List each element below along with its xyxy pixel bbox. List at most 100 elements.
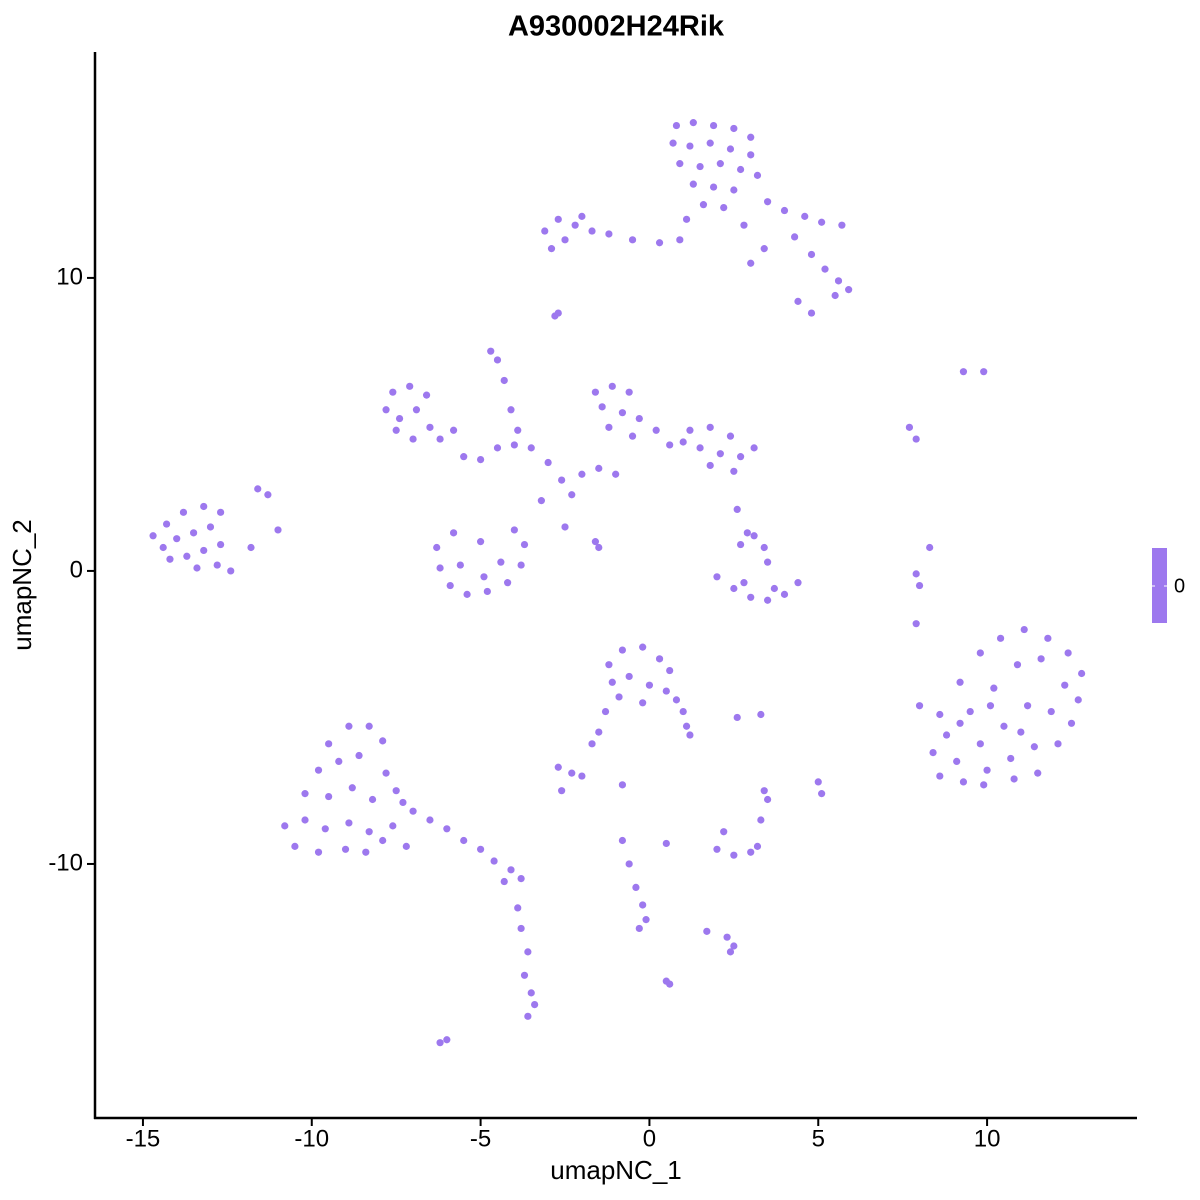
point	[831, 291, 839, 300]
point	[402, 842, 410, 850]
point	[679, 438, 687, 446]
point	[709, 183, 718, 191]
point	[760, 543, 768, 552]
point	[818, 790, 826, 798]
point	[595, 464, 603, 472]
point	[487, 347, 495, 355]
point	[706, 461, 714, 470]
point	[672, 696, 681, 704]
point	[936, 772, 944, 780]
point	[605, 230, 613, 238]
point	[655, 655, 664, 663]
point	[838, 221, 846, 229]
point	[628, 236, 637, 244]
point	[200, 502, 208, 511]
point	[426, 816, 434, 824]
point	[662, 687, 670, 695]
point	[733, 505, 741, 514]
point	[1061, 681, 1069, 689]
point	[720, 828, 728, 836]
point	[409, 807, 417, 815]
point	[490, 857, 498, 865]
point	[591, 388, 600, 396]
point	[389, 388, 397, 396]
point	[345, 722, 353, 730]
legend-label: 0	[1174, 575, 1185, 597]
point	[716, 160, 724, 168]
point	[689, 119, 697, 127]
point	[554, 763, 562, 771]
point	[588, 740, 596, 748]
point	[578, 470, 586, 478]
point	[558, 476, 566, 484]
point	[632, 883, 640, 891]
point	[379, 737, 387, 745]
point	[959, 368, 968, 376]
point	[463, 590, 471, 598]
point	[510, 526, 518, 534]
point	[976, 649, 984, 657]
point	[716, 450, 724, 458]
point	[392, 426, 400, 434]
point	[726, 432, 735, 440]
point	[639, 643, 647, 651]
point	[217, 540, 225, 549]
point	[561, 523, 569, 531]
point	[791, 233, 799, 241]
point	[483, 587, 491, 596]
point	[561, 236, 569, 244]
point	[723, 933, 731, 941]
point	[517, 924, 525, 933]
point	[449, 426, 458, 434]
point	[514, 426, 522, 434]
point	[389, 822, 397, 830]
point	[747, 151, 755, 159]
point	[942, 731, 951, 739]
point	[1030, 743, 1038, 751]
point	[753, 842, 762, 850]
point	[706, 423, 714, 431]
point	[740, 221, 748, 229]
x-tick-label: -5	[470, 1125, 491, 1152]
point	[905, 423, 914, 431]
point	[757, 816, 765, 824]
point	[608, 382, 616, 390]
point	[834, 277, 843, 285]
point	[764, 198, 772, 206]
point	[493, 444, 502, 452]
legend-colorbar	[1152, 548, 1167, 623]
point	[959, 778, 968, 786]
point	[568, 491, 576, 499]
point	[568, 769, 576, 777]
point	[764, 596, 772, 604]
y-axis-title: umapNC_2	[7, 519, 37, 651]
point	[446, 581, 454, 590]
point	[733, 713, 741, 722]
point	[635, 924, 643, 933]
x-tick-label: -10	[294, 1125, 329, 1152]
point	[422, 391, 431, 399]
point	[1013, 661, 1022, 669]
x-tick-label: 0	[643, 1125, 656, 1152]
point	[436, 564, 444, 572]
point	[601, 707, 610, 716]
point	[736, 540, 745, 549]
point	[966, 707, 974, 716]
point	[666, 980, 674, 988]
point	[291, 842, 299, 850]
point	[655, 239, 664, 247]
point	[652, 426, 660, 434]
point	[672, 121, 681, 130]
point	[335, 757, 343, 765]
point	[764, 558, 772, 566]
point	[605, 661, 613, 669]
point	[615, 693, 623, 701]
point	[531, 1001, 539, 1009]
x-tick-label: -15	[126, 1125, 161, 1152]
point	[588, 227, 596, 235]
point	[527, 444, 535, 452]
point	[1054, 740, 1062, 748]
point	[162, 520, 171, 528]
point	[926, 543, 934, 552]
point	[578, 212, 586, 220]
